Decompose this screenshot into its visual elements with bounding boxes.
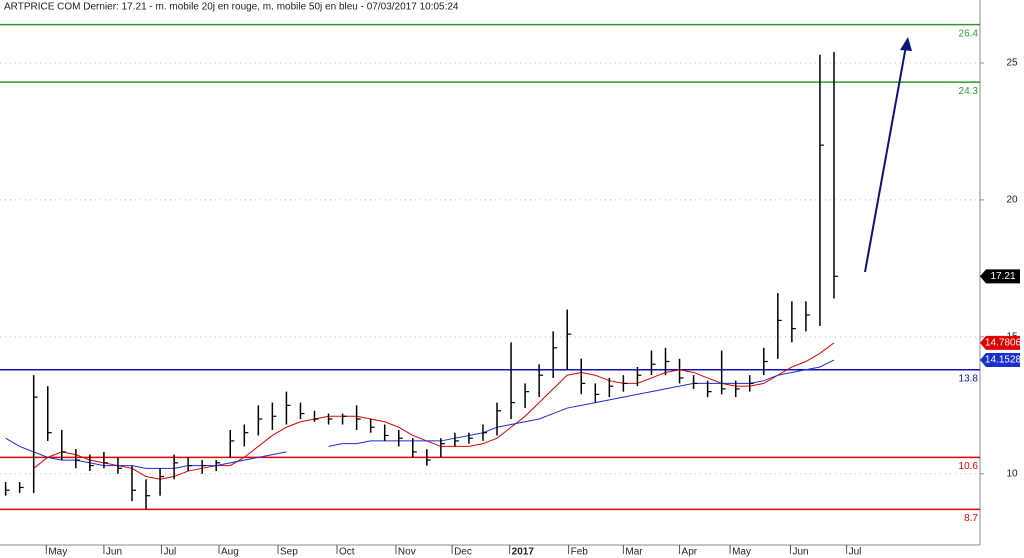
y-tick-label: 20 [1006, 195, 1018, 206]
x-tick-label: Jun [106, 547, 122, 558]
x-tick-label: May [48, 547, 67, 558]
x-tick-label: Mar [625, 547, 643, 558]
moving-average-last-label: 14.7806 [985, 338, 1022, 349]
moving-average-last-label: 14.1528 [985, 355, 1022, 366]
level-label: 24.3 [959, 86, 979, 97]
x-tick-label: Jul [163, 547, 176, 558]
x-tick-label: Jul [849, 547, 862, 558]
last-price-box [980, 269, 1020, 284]
x-tick-label: May [732, 547, 751, 558]
x-tick-label: Sep [280, 547, 298, 558]
level-label: 8.7 [964, 513, 978, 524]
last-price-label: 17.21 [990, 271, 1015, 282]
level-label: 10.6 [959, 461, 979, 472]
x-tick-label: Oct [339, 547, 355, 558]
arrow-head [900, 37, 912, 51]
chart-title: ARTPRICE COM Dernier: 17.21 - m. mobile … [4, 2, 459, 13]
x-tick-label: Aug [221, 547, 239, 558]
x-tick-label: Apr [682, 547, 698, 558]
y-tick-label: 10 [1006, 468, 1018, 479]
x-tick-label: Jun [792, 547, 808, 558]
level-label: 13.8 [959, 373, 979, 384]
moving-average-last-box [980, 353, 1020, 368]
moving-average-last-box [980, 335, 1020, 350]
plot [0, 23, 980, 511]
moving-average [33, 342, 835, 480]
x-tick-label: Dec [454, 547, 472, 558]
trend-arrow [864, 45, 907, 273]
x-tick-label: Nov [398, 547, 416, 558]
x-tick-label: Feb [571, 547, 589, 558]
level-label: 26.4 [959, 28, 979, 39]
x-tick-label: 2017 [512, 547, 535, 558]
moving-average [5, 437, 287, 469]
y-tick-label: 25 [1006, 58, 1018, 69]
